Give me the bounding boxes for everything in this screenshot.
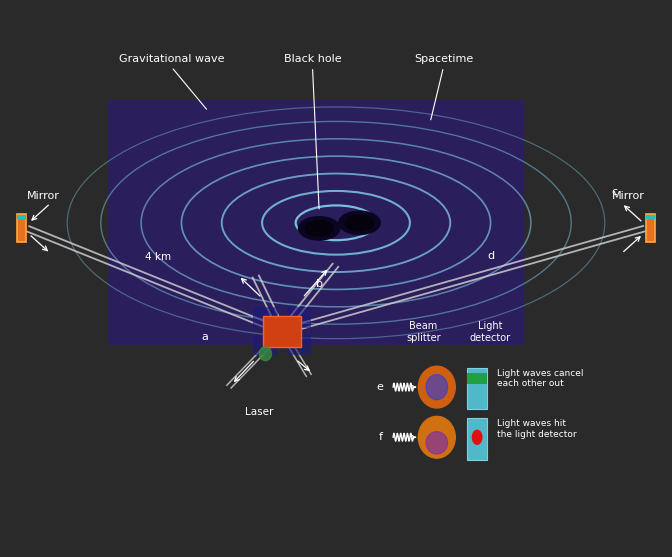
Text: Light
detector: Light detector xyxy=(470,321,511,343)
Text: Mirror: Mirror xyxy=(27,190,60,201)
Ellipse shape xyxy=(472,431,482,444)
Text: a: a xyxy=(202,332,208,342)
Text: f: f xyxy=(379,432,383,442)
FancyBboxPatch shape xyxy=(467,373,487,384)
FancyBboxPatch shape xyxy=(263,316,301,347)
Ellipse shape xyxy=(305,221,333,236)
FancyBboxPatch shape xyxy=(646,215,655,219)
FancyBboxPatch shape xyxy=(287,307,311,328)
Ellipse shape xyxy=(418,417,455,458)
Text: Light waves hit
the light detector: Light waves hit the light detector xyxy=(497,419,577,438)
Text: Light waves cancel
each other out: Light waves cancel each other out xyxy=(497,369,584,388)
Text: e: e xyxy=(376,382,383,392)
FancyBboxPatch shape xyxy=(17,215,26,219)
Ellipse shape xyxy=(345,215,374,231)
FancyBboxPatch shape xyxy=(467,418,487,460)
Ellipse shape xyxy=(339,211,380,234)
Text: Black hole: Black hole xyxy=(284,54,341,64)
Text: b: b xyxy=(316,279,323,289)
FancyBboxPatch shape xyxy=(467,368,487,409)
Text: Gravitational wave: Gravitational wave xyxy=(119,54,224,64)
Ellipse shape xyxy=(426,374,448,400)
Ellipse shape xyxy=(418,367,455,408)
Text: Mirror: Mirror xyxy=(612,190,645,201)
Text: Laser: Laser xyxy=(245,407,273,417)
Ellipse shape xyxy=(259,346,271,361)
Text: Spacetime: Spacetime xyxy=(414,54,473,64)
Ellipse shape xyxy=(426,432,448,454)
FancyBboxPatch shape xyxy=(17,214,26,242)
FancyBboxPatch shape xyxy=(287,335,311,355)
Text: c: c xyxy=(612,187,618,197)
Text: 4 km: 4 km xyxy=(145,252,171,262)
Text: Beam
splitter: Beam splitter xyxy=(406,321,441,343)
FancyBboxPatch shape xyxy=(108,100,524,345)
FancyBboxPatch shape xyxy=(253,307,278,328)
Text: d: d xyxy=(487,251,494,261)
FancyBboxPatch shape xyxy=(646,214,655,242)
FancyBboxPatch shape xyxy=(253,335,278,355)
Ellipse shape xyxy=(298,217,340,240)
